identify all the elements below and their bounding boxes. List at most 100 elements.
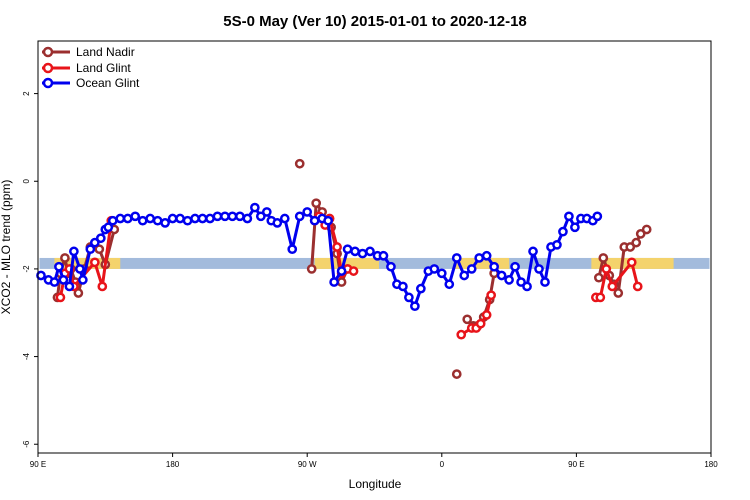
point-ocean-glint-0-50 xyxy=(365,246,375,257)
point-land-nadir-5-9 xyxy=(641,224,652,235)
point-ocean-glint-0-57 xyxy=(410,301,420,312)
point-ocean-glint-0-34 xyxy=(255,211,266,222)
point-land-nadir-5-4 xyxy=(613,288,624,298)
point-ocean-glint-0-46 xyxy=(336,266,347,276)
point-ocean-glint-0-35 xyxy=(261,207,272,217)
point-ocean-glint-0-56 xyxy=(404,292,414,303)
point-ocean-glint-0-42 xyxy=(309,215,320,226)
point-land-glint-0-5 xyxy=(97,281,108,292)
point-ocean-glint-0-85 xyxy=(592,211,603,222)
legend-label-land-nadir: Land Nadir xyxy=(76,45,135,59)
point-land-glint-3-4 xyxy=(626,257,637,268)
point-land-nadir-5-0 xyxy=(593,272,604,283)
point-land-glint-3-3 xyxy=(607,281,618,292)
point-ocean-glint-0-16 xyxy=(122,213,133,224)
x-tick-label-1: 180 xyxy=(166,460,180,469)
point-land-glint-1-4 xyxy=(332,242,342,252)
band-land-1 xyxy=(314,257,379,269)
point-ocean-glint-0-5 xyxy=(64,281,75,292)
point-ocean-glint-0-25 xyxy=(190,213,200,224)
point-ocean-glint-0-63 xyxy=(451,253,462,263)
point-ocean-glint-0-24 xyxy=(182,215,193,226)
point-ocean-glint-0-44 xyxy=(323,215,333,226)
point-ocean-glint-0-13 xyxy=(103,222,114,233)
point-ocean-glint-0-33 xyxy=(250,202,260,213)
x-axis-label: Longitude xyxy=(349,477,402,491)
point-ocean-glint-0-62 xyxy=(444,279,455,290)
point-ocean-glint-0-27 xyxy=(205,213,215,224)
point-land-nadir-2-1 xyxy=(311,198,322,209)
series-ocean-glint xyxy=(36,202,603,312)
point-land-nadir-0-6 xyxy=(73,288,84,298)
point-ocean-glint-0-3 xyxy=(54,261,64,272)
point-ocean-glint-0-71 xyxy=(510,261,520,272)
point-land-nadir-5-6 xyxy=(625,242,636,252)
point-ocean-glint-0-22 xyxy=(167,213,178,224)
point-ocean-glint-0-64 xyxy=(459,270,470,281)
point-land-glint-0-4 xyxy=(89,257,100,268)
x-tick-label-2: 90 W xyxy=(298,460,317,469)
point-ocean-glint-0-38 xyxy=(279,213,290,224)
point-ocean-glint-0-78 xyxy=(552,239,562,250)
point-land-glint-3-1 xyxy=(595,292,606,303)
point-ocean-glint-0-4 xyxy=(58,275,69,285)
point-ocean-glint-0-6 xyxy=(69,246,79,257)
point-ocean-glint-0-26 xyxy=(197,213,208,224)
point-ocean-glint-0-68 xyxy=(489,261,499,272)
chart-title: 5S-0 May (Ver 10) 2015-01-01 to 2020-12-… xyxy=(223,13,527,30)
point-ocean-glint-0-10 xyxy=(89,237,100,248)
point-ocean-glint-0-8 xyxy=(78,275,88,285)
x-tick-label-0: 90 E xyxy=(30,460,46,469)
y-tick-label-3: -4 xyxy=(22,352,31,360)
point-ocean-glint-0-18 xyxy=(137,215,148,226)
plot-frame xyxy=(37,40,712,454)
band-land-2 xyxy=(453,257,510,269)
legend-item-land-nadir: Land Nadir xyxy=(42,45,135,59)
point-ocean-glint-0-7 xyxy=(75,264,85,274)
point-ocean-glint-0-52 xyxy=(378,250,389,261)
point-ocean-glint-0-61 xyxy=(436,268,447,279)
point-ocean-glint-0-29 xyxy=(220,211,230,222)
point-land-nadir-0-2 xyxy=(60,253,70,263)
point-ocean-glint-0-32 xyxy=(242,213,253,224)
point-land-nadir-4-0 xyxy=(462,314,473,325)
legend-item-land-glint: Land Glint xyxy=(42,61,131,75)
y-tick-label-4: -6 xyxy=(22,440,31,448)
point-ocean-glint-0-80 xyxy=(564,211,574,222)
point-land-nadir-5-8 xyxy=(635,229,646,239)
point-ocean-glint-0-28 xyxy=(212,211,223,222)
y-tick-label-0: 2 xyxy=(22,91,31,96)
point-land-nadir-1-0 xyxy=(294,158,305,169)
legend-item-ocean-glint: Ocean Glint xyxy=(42,76,140,90)
legend-marker-land-nadir xyxy=(42,46,54,58)
point-ocean-glint-0-41 xyxy=(302,207,313,217)
point-ocean-glint-0-40 xyxy=(294,211,305,222)
point-ocean-glint-0-20 xyxy=(152,215,163,226)
point-ocean-glint-0-69 xyxy=(496,270,507,281)
y-axis-label: XCO2 - MLO trend (ppm) xyxy=(0,180,13,315)
legend-label-land-glint: Land Glint xyxy=(76,61,131,75)
point-ocean-glint-0-75 xyxy=(534,264,544,274)
point-land-glint-2-3 xyxy=(475,318,486,329)
point-ocean-glint-0-31 xyxy=(235,211,245,222)
point-ocean-glint-0-73 xyxy=(522,281,532,292)
point-land-nadir-2-6 xyxy=(336,277,347,287)
series-land-glint xyxy=(55,211,643,340)
point-ocean-glint-0-66 xyxy=(474,253,485,263)
point-ocean-glint-0-65 xyxy=(466,264,477,274)
point-land-glint-2-4 xyxy=(481,310,492,320)
point-land-glint-3-2 xyxy=(601,264,612,274)
legend-label-ocean-glint: Ocean Glint xyxy=(76,76,140,90)
point-land-glint-0-0 xyxy=(55,292,66,303)
point-ocean-glint-0-39 xyxy=(287,244,298,255)
point-ocean-glint-0-47 xyxy=(342,244,353,255)
point-land-glint-1-7 xyxy=(348,266,359,276)
point-land-glint-2-5 xyxy=(486,290,497,301)
point-ocean-glint-0-79 xyxy=(558,226,568,237)
point-ocean-glint-0-76 xyxy=(540,277,550,287)
point-ocean-glint-0-49 xyxy=(357,248,368,259)
point-land-nadir-0-9 xyxy=(94,244,105,255)
point-ocean-glint-0-37 xyxy=(272,218,283,228)
legend-marker-ocean-glint xyxy=(42,77,54,89)
